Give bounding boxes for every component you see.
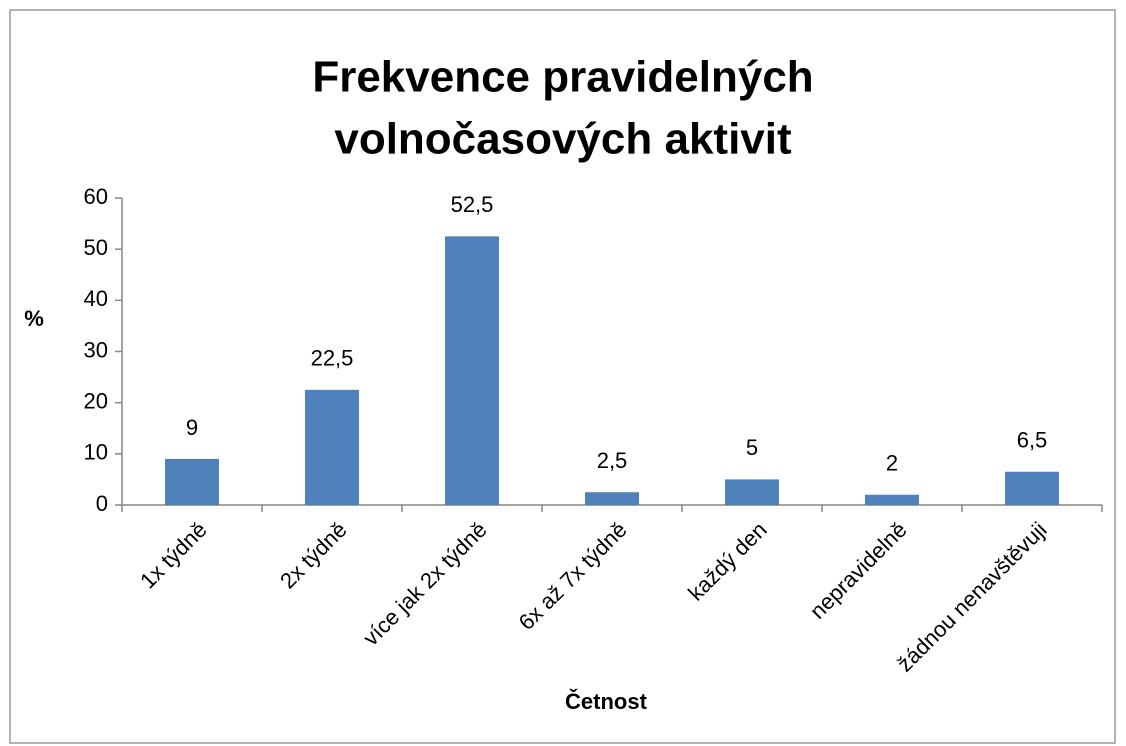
y-tick-label: 40 bbox=[84, 286, 108, 311]
data-label: 6,5 bbox=[1017, 428, 1048, 453]
bar bbox=[165, 458, 219, 505]
y-tick-label: 50 bbox=[84, 235, 108, 260]
data-label: 52,5 bbox=[451, 192, 494, 217]
bar bbox=[445, 236, 499, 505]
data-label: 2 bbox=[886, 451, 898, 476]
data-label: 9 bbox=[186, 415, 198, 440]
chart-title: Frekvence pravidelných bbox=[312, 53, 813, 102]
bar bbox=[305, 389, 359, 505]
bar bbox=[585, 492, 639, 505]
x-axis-title: Četnost bbox=[565, 689, 648, 714]
y-tick-label: 30 bbox=[84, 337, 108, 362]
chart-border bbox=[9, 9, 1116, 744]
bar bbox=[1005, 471, 1059, 505]
y-axis-title: % bbox=[24, 306, 44, 331]
y-tick-label: 10 bbox=[84, 440, 108, 465]
data-label: 22,5 bbox=[311, 346, 354, 371]
y-tick-label: 60 bbox=[84, 184, 108, 209]
y-tick-label: 0 bbox=[96, 491, 108, 516]
data-label: 2,5 bbox=[597, 448, 628, 473]
data-label: 5 bbox=[746, 435, 758, 460]
chart-title: volnočasových aktivit bbox=[334, 115, 792, 164]
bar bbox=[865, 494, 919, 505]
bar bbox=[725, 479, 779, 505]
y-tick-label: 20 bbox=[84, 388, 108, 413]
